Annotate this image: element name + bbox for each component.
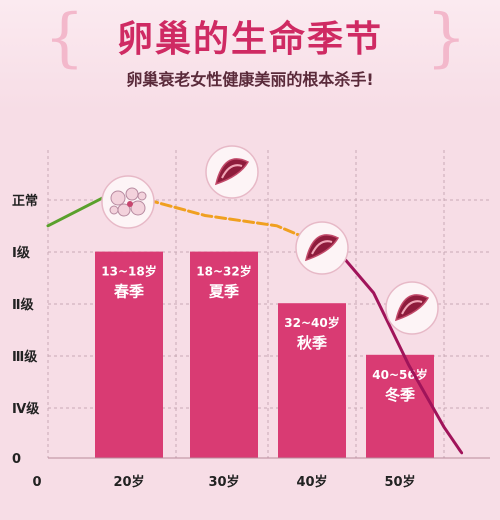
ovary-tissue-icon — [295, 221, 349, 275]
follicle-shape — [137, 191, 147, 201]
bar-3 — [278, 303, 346, 458]
bar-season-label: 冬季 — [385, 386, 415, 404]
right-brace-decoration: } — [426, 1, 467, 75]
follicle-shape — [110, 190, 126, 206]
bar-season-label: 秋季 — [297, 334, 327, 352]
x-tick-label: 50岁 — [384, 474, 415, 490]
left-brace-decoration: { — [44, 1, 85, 75]
page-title: 卵巢的生命季节 — [116, 19, 383, 60]
ovary-tissue-icon — [385, 281, 439, 335]
x-tick-label: 30岁 — [208, 474, 239, 490]
ovary-tissue-icon — [205, 145, 259, 199]
follicle-shape — [130, 200, 146, 216]
bar-4 — [366, 354, 434, 458]
bar-2 — [190, 251, 258, 458]
y-level-label: Ⅱ级 — [12, 297, 35, 313]
y-level-label: Ⅲ级 — [12, 349, 38, 365]
y-level-label: 正常 — [12, 193, 38, 209]
bar-age-label: 32~40岁 — [284, 315, 339, 330]
tissue-highlight — [221, 164, 243, 179]
follicle-shape — [109, 205, 119, 215]
page-subtitle: 卵巢衰老女性健康美丽的根本杀手! — [126, 70, 374, 89]
bar-age-label: 40~56岁 — [372, 367, 427, 382]
follicle-core — [127, 201, 133, 207]
header-band — [0, 0, 500, 110]
x-tick-label: 40岁 — [296, 474, 327, 490]
y-level-label: Ⅳ级 — [12, 401, 40, 417]
follicle-shape — [125, 187, 139, 201]
ovary-follicle-icon — [101, 175, 155, 229]
y-level-label: 0 — [12, 452, 21, 467]
bar-season-label: 春季 — [114, 283, 144, 301]
bar-1 — [95, 251, 163, 458]
bar-age-label: 18~32岁 — [196, 264, 251, 279]
bar-age-label: 13~18岁 — [101, 264, 156, 279]
y-level-label: Ⅰ级 — [12, 245, 31, 261]
tissue-highlight — [311, 240, 333, 255]
tissue-highlight — [401, 300, 423, 315]
x-tick-label: 0 — [32, 475, 41, 490]
bar-season-label: 夏季 — [208, 283, 239, 301]
x-tick-label: 20岁 — [113, 474, 144, 490]
trend-curve-magenta — [336, 250, 464, 455]
